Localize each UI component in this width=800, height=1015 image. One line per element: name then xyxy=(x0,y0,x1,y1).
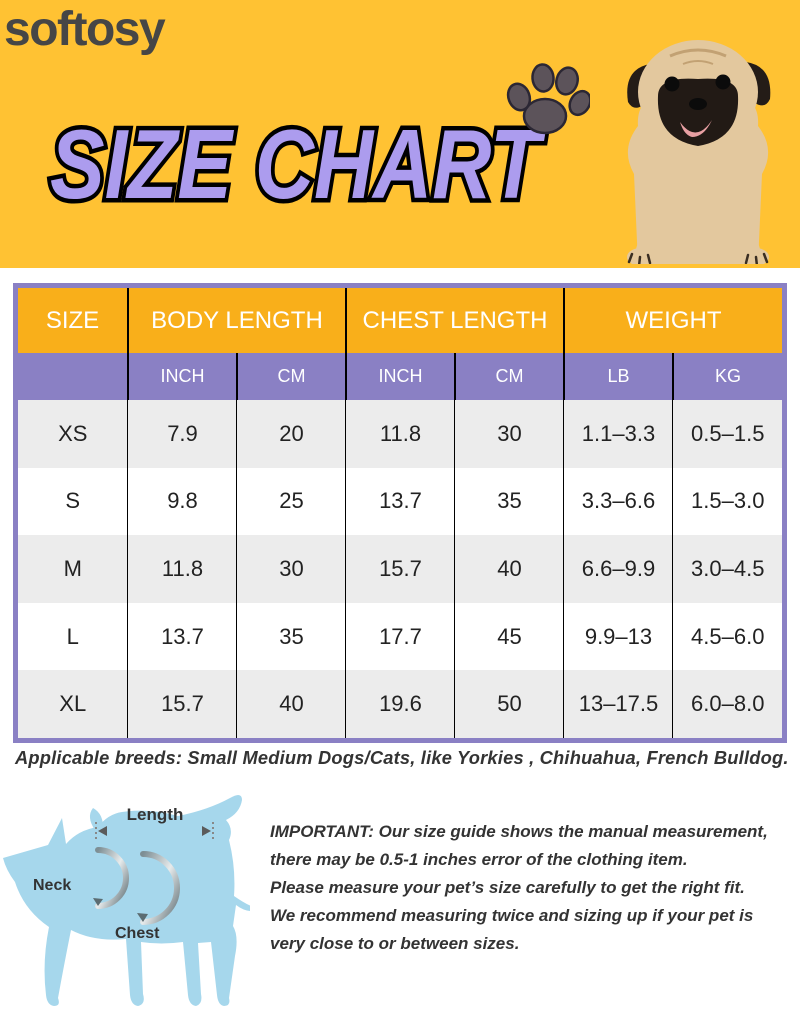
svg-text:Chest: Chest xyxy=(115,925,160,942)
svg-text:Neck: Neck xyxy=(33,877,71,894)
svg-text:SIZE CHART: SIZE CHART xyxy=(50,109,546,219)
svg-text:Length: Length xyxy=(127,805,184,824)
